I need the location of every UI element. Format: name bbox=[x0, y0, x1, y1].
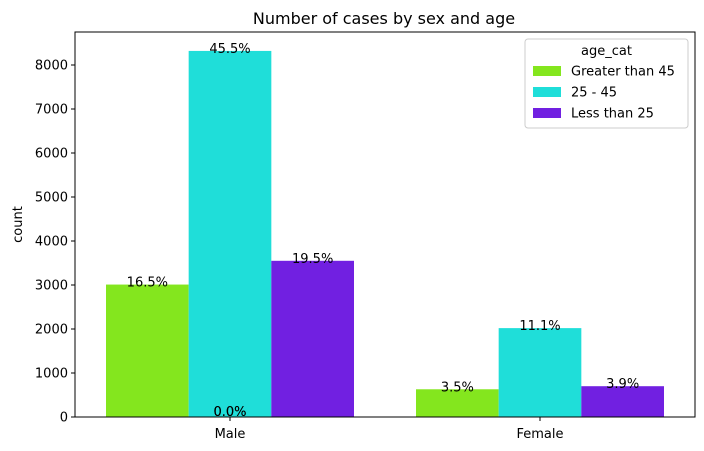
legend: age_cat Greater than 45 25 - 45 Less than 2… bbox=[524, 38, 689, 129]
y-tick-label: 2000 bbox=[35, 323, 68, 338]
y-tick-label: 0 bbox=[60, 411, 68, 426]
bar-labels-group: 16.5%45.5%19.5%3.5%11.1%3.9%0.0%0.0% bbox=[127, 42, 640, 420]
legend-entry-label: Greater than 45 bbox=[571, 65, 675, 80]
legend-title: age_cat bbox=[581, 44, 632, 59]
bar-female-3 bbox=[581, 386, 664, 417]
y-tick-label: 4000 bbox=[35, 235, 68, 250]
bar-male-2 bbox=[188, 50, 272, 418]
bar-value-label: 0.0% bbox=[213, 405, 246, 420]
y-axis-label: count bbox=[11, 206, 26, 243]
legend-box bbox=[524, 38, 689, 129]
bar-value-label: 3.9% bbox=[606, 377, 639, 392]
bar-value-label: 16.5% bbox=[127, 276, 168, 291]
legend-swatch bbox=[533, 108, 561, 118]
y-axis: 0 1000 2000 3000 4000 5000 6000 7000 8000 bbox=[35, 59, 75, 426]
bar-value-label: 45.5% bbox=[209, 42, 250, 57]
x-axis: Male Female bbox=[215, 417, 564, 442]
bar-female-1 bbox=[416, 389, 499, 417]
chart-title: Number of cases by sex and age bbox=[253, 9, 515, 28]
y-tick-label: 8000 bbox=[35, 59, 68, 74]
x-tick-label: Female bbox=[516, 427, 563, 442]
y-tick-label: 7000 bbox=[35, 103, 68, 118]
bar-value-label: 3.5% bbox=[441, 380, 474, 395]
y-tick-label: 6000 bbox=[35, 147, 68, 162]
bar-male-3 bbox=[271, 260, 354, 417]
x-tick-label: Male bbox=[215, 427, 246, 442]
bar-male-1 bbox=[106, 284, 189, 417]
y-tick-label: 5000 bbox=[35, 191, 68, 206]
bar-value-label: 0.0% bbox=[213, 405, 246, 420]
bar-female-2 bbox=[498, 328, 582, 417]
y-tick-label: 3000 bbox=[35, 279, 68, 294]
legend-swatch bbox=[533, 87, 561, 97]
bar-value-label: 19.5% bbox=[292, 252, 333, 267]
legend-entry-label: Less than 25 bbox=[571, 107, 654, 122]
legend-swatch bbox=[533, 66, 561, 76]
bar-value-label: 11.1% bbox=[519, 319, 560, 334]
plot-frame bbox=[74, 31, 696, 418]
y-tick-label: 1000 bbox=[35, 367, 68, 382]
legend-entry-label: 25 - 45 bbox=[571, 86, 617, 101]
bars-group bbox=[106, 50, 664, 418]
